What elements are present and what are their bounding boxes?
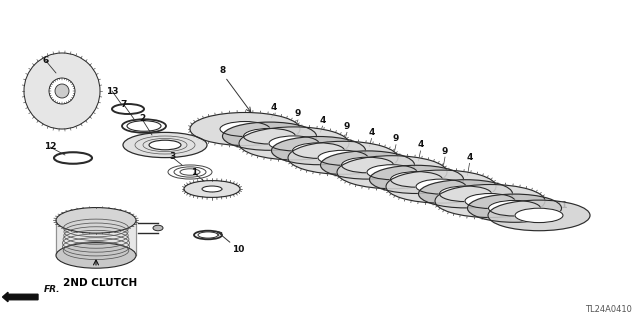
Text: 9: 9 [344, 122, 350, 131]
Text: FR.: FR. [44, 285, 61, 294]
Text: 4: 4 [270, 103, 276, 112]
Polygon shape [239, 127, 349, 160]
Text: 12: 12 [44, 143, 56, 152]
Ellipse shape [56, 208, 136, 233]
Polygon shape [435, 184, 545, 218]
Polygon shape [123, 132, 207, 158]
Polygon shape [419, 180, 513, 208]
Text: 2ND CLUTCH: 2ND CLUTCH [63, 278, 137, 288]
Polygon shape [440, 186, 492, 202]
Text: 9: 9 [393, 134, 399, 143]
Polygon shape [416, 179, 466, 194]
Polygon shape [342, 157, 394, 173]
Text: 2: 2 [139, 115, 145, 123]
Polygon shape [223, 122, 317, 150]
Ellipse shape [56, 243, 136, 268]
Polygon shape [269, 136, 319, 151]
Text: 4: 4 [368, 128, 374, 137]
Polygon shape [288, 141, 398, 174]
Text: TL24A0410: TL24A0410 [585, 305, 632, 314]
Text: 1: 1 [191, 168, 197, 177]
Polygon shape [202, 186, 222, 192]
Polygon shape [190, 113, 300, 145]
Polygon shape [292, 143, 344, 159]
Text: 4: 4 [467, 153, 473, 162]
Text: 4: 4 [319, 115, 326, 125]
Polygon shape [386, 170, 496, 203]
Ellipse shape [153, 225, 163, 231]
Text: 7: 7 [121, 100, 127, 109]
Text: 5: 5 [505, 214, 511, 224]
Polygon shape [243, 129, 296, 144]
Polygon shape [271, 137, 365, 165]
Polygon shape [488, 200, 590, 231]
Polygon shape [337, 156, 447, 189]
Text: 8: 8 [220, 66, 226, 76]
Polygon shape [318, 150, 368, 165]
Polygon shape [369, 165, 463, 194]
Text: 9: 9 [295, 109, 301, 118]
Polygon shape [515, 208, 563, 223]
Text: 6: 6 [43, 56, 49, 65]
Polygon shape [321, 151, 415, 179]
Polygon shape [465, 194, 515, 209]
Polygon shape [467, 194, 561, 222]
Polygon shape [488, 200, 541, 216]
FancyArrow shape [3, 292, 38, 302]
Bar [56, 220, 136, 256]
Polygon shape [24, 53, 100, 129]
Text: 9: 9 [442, 147, 448, 156]
Polygon shape [390, 172, 442, 187]
Polygon shape [367, 165, 417, 180]
Text: 13: 13 [106, 86, 118, 95]
Polygon shape [220, 122, 270, 137]
Circle shape [55, 84, 69, 98]
Polygon shape [184, 181, 240, 197]
Text: 4: 4 [417, 140, 424, 149]
Polygon shape [49, 78, 75, 104]
Text: 11: 11 [555, 201, 567, 210]
Text: 3: 3 [169, 152, 175, 161]
Polygon shape [149, 140, 181, 150]
Text: 10: 10 [232, 244, 244, 254]
